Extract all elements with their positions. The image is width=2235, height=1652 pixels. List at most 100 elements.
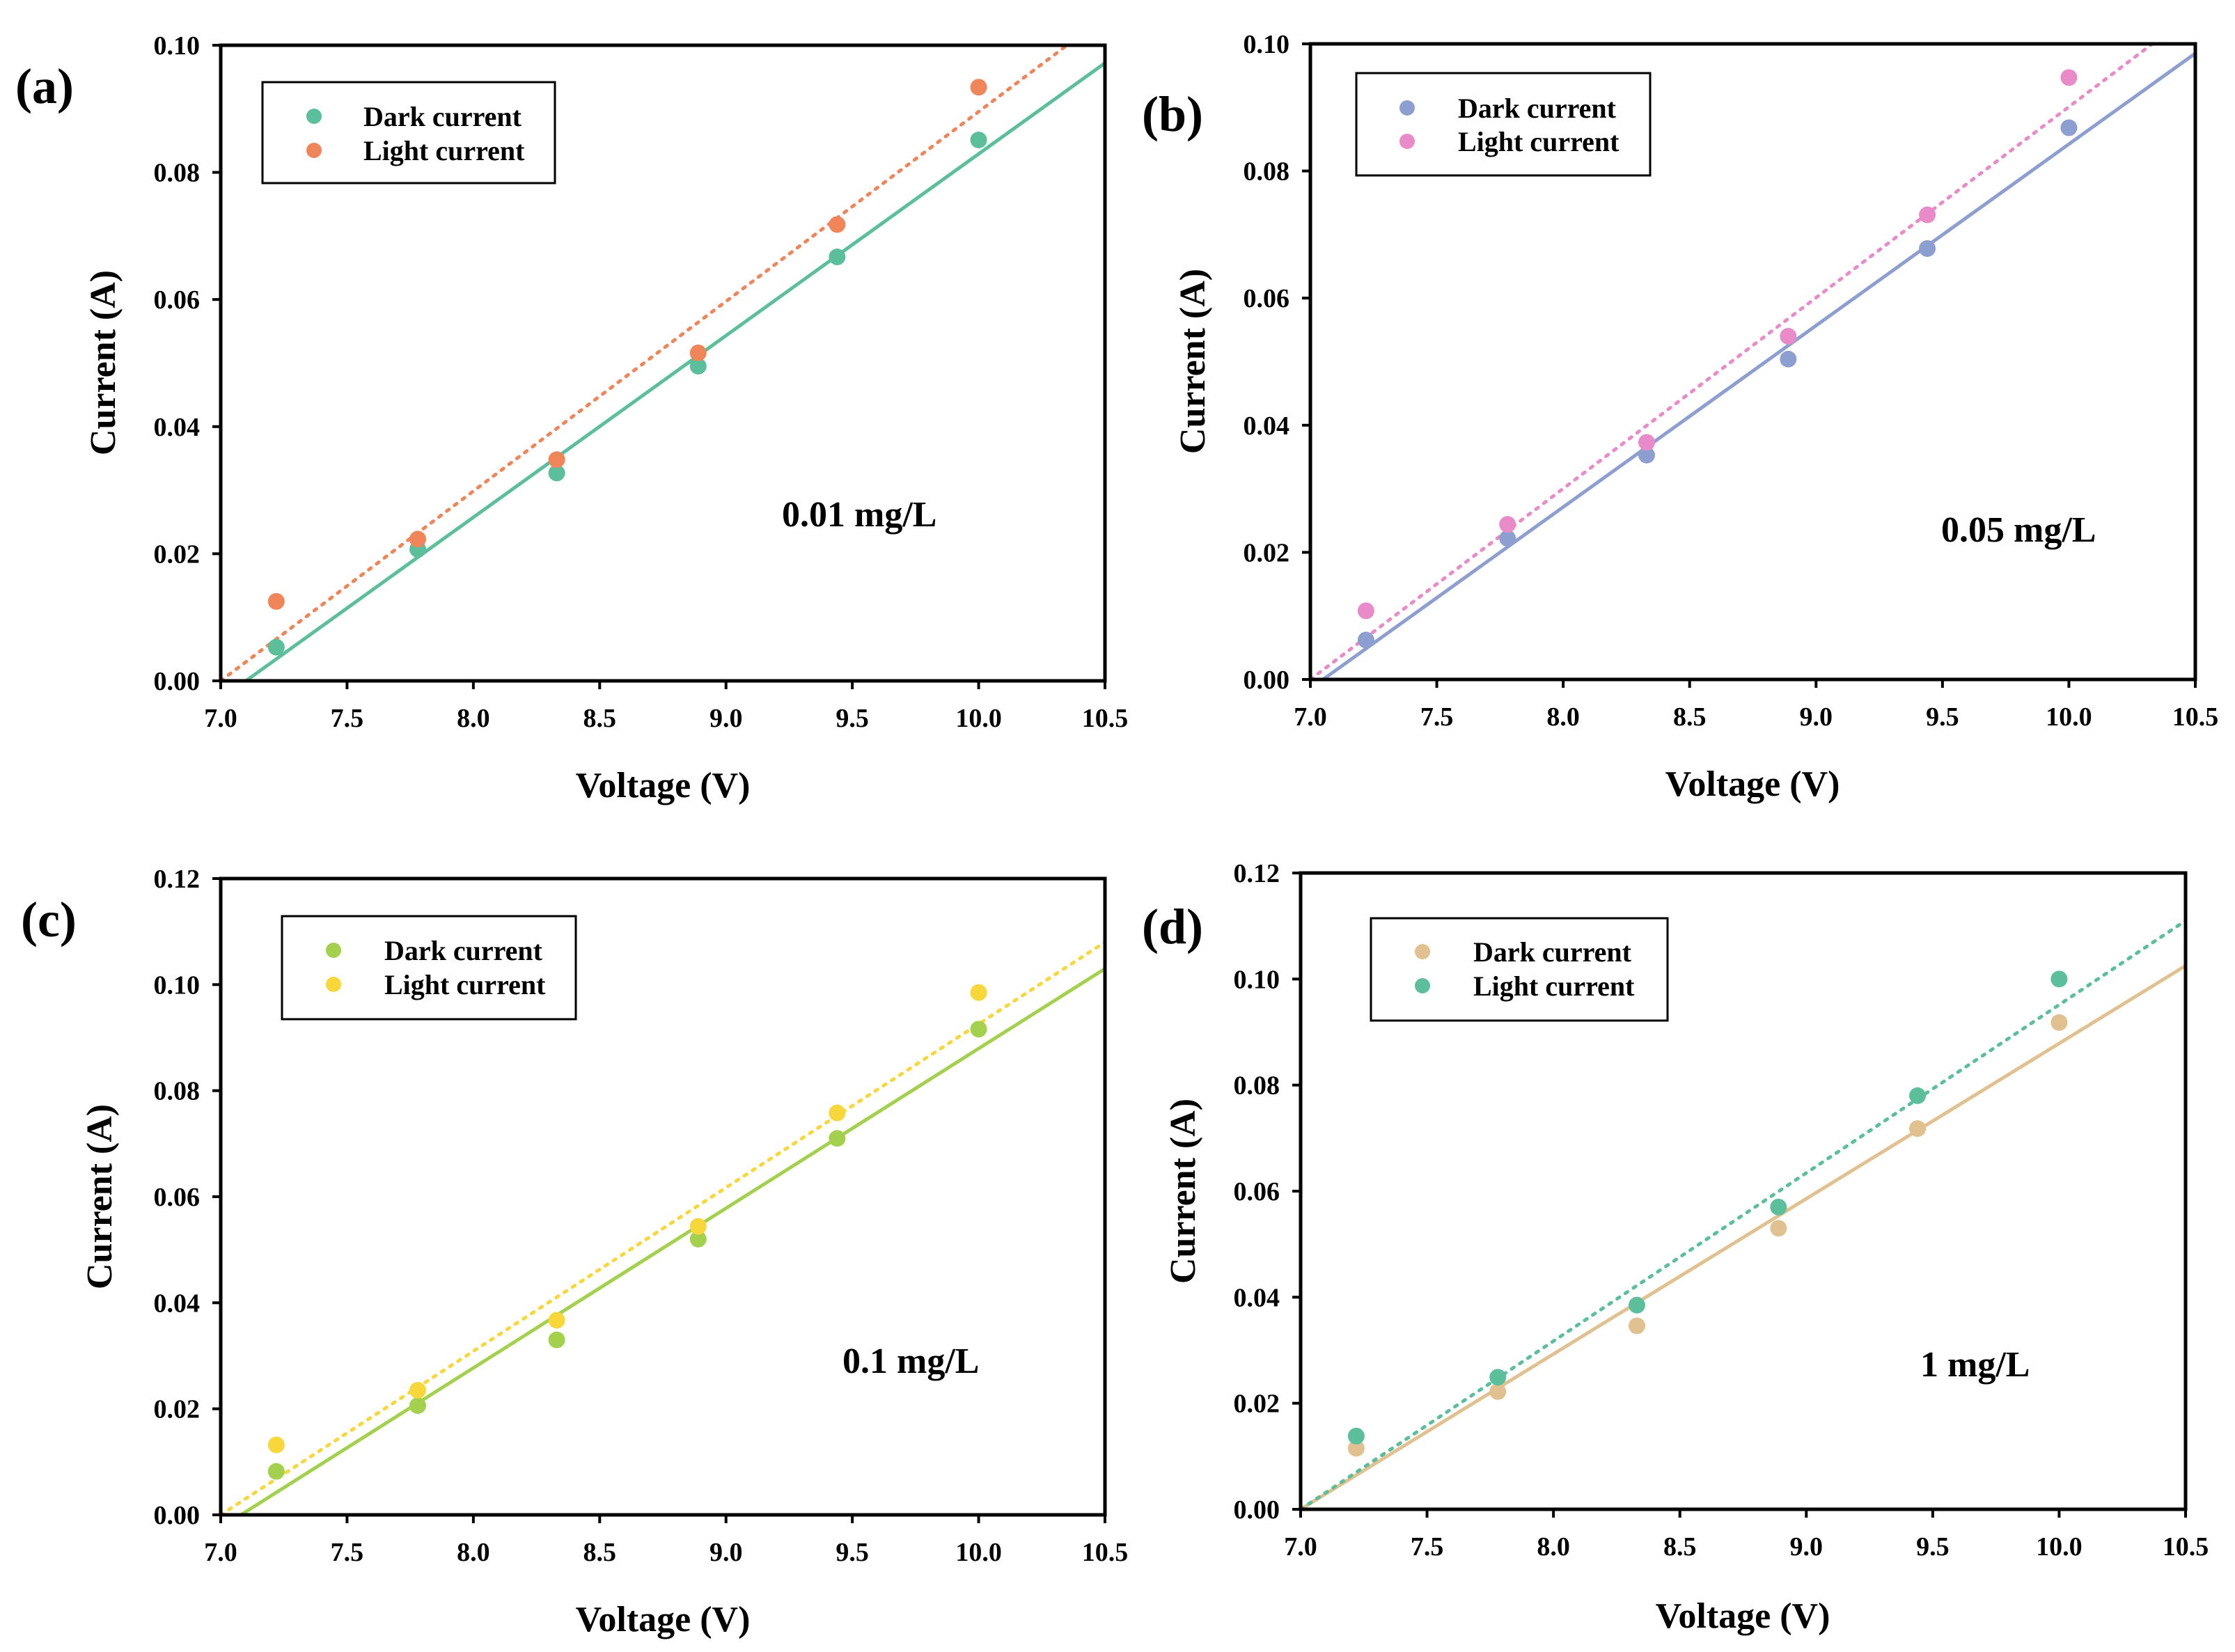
- ticks: 7.0 7.5 8.0 8.5 9.0 9.5 10.0 10.5 0.00 0.02 0.04 0.…: [154, 865, 1129, 1567]
- plot-frame: [219, 43, 1107, 683]
- y-tick-label: 0.04: [1234, 1283, 1280, 1312]
- data-point-dark: [970, 132, 987, 149]
- x-tick-label: 9.5: [836, 704, 869, 733]
- panel-label: (c): [21, 892, 77, 947]
- data-point-light: [1489, 1369, 1507, 1386]
- data-point-light: [1909, 1087, 1927, 1104]
- x-axis-title: Voltage (V): [576, 1600, 751, 1639]
- y-axis-title: Current (A): [1163, 1099, 1203, 1284]
- legend-marker-dark: [326, 943, 341, 958]
- x-tick-label: 10.5: [2172, 702, 2219, 732]
- x-tick-label: 10.5: [2163, 1532, 2209, 1561]
- x-tick-label: 8.5: [1673, 702, 1707, 732]
- y-tick-label: 0.08: [154, 1077, 201, 1106]
- data-point-light: [829, 1104, 846, 1122]
- data-point-dark: [267, 1463, 285, 1480]
- y-tick-label: 0.08: [1234, 1071, 1280, 1101]
- data-points: [1347, 970, 2068, 1457]
- legend-marker-light: [306, 143, 322, 158]
- ticks: 7.0 7.5 8.0 8.5 9.0 9.5 10.0 10.5 0.00 0.02 0.04 0.…: [1244, 30, 2219, 732]
- x-axis-title: Voltage (V): [576, 766, 751, 805]
- panel-label: (d): [1142, 899, 1203, 954]
- x-axis-title: Voltage (V): [1656, 1596, 1830, 1636]
- legend-label-light: Light current: [1458, 126, 1620, 157]
- x-axis-title: Voltage (V): [1665, 764, 1840, 804]
- data-point-dark: [1357, 631, 1374, 649]
- data-point-dark: [829, 1130, 846, 1147]
- data-point-dark: [1909, 1120, 1927, 1138]
- x-tick-label: 10.0: [955, 704, 1002, 733]
- fit-line-dark: [244, 61, 1106, 683]
- data-point-light: [1357, 602, 1374, 620]
- x-tick-label: 9.0: [709, 704, 743, 733]
- concentration-label: 0.01 mg/L: [782, 495, 936, 535]
- y-tick-label: 0.06: [154, 1183, 201, 1212]
- data-point-light: [267, 592, 285, 610]
- data-point-light: [409, 530, 427, 548]
- y-tick-label: 0.12: [154, 865, 201, 894]
- legend-label-light: Light current: [384, 969, 546, 1000]
- y-tick-label: 0.00: [1244, 666, 1290, 695]
- concentration-label: 1 mg/L: [1920, 1345, 2030, 1385]
- fit-line-dark: [240, 967, 1106, 1517]
- y-axis-title: Current (A): [84, 270, 123, 455]
- x-tick-label: 7.5: [1411, 1532, 1444, 1561]
- data-point-dark: [2060, 119, 2078, 136]
- data-point-dark: [548, 464, 565, 482]
- y-tick-label: 0.04: [154, 1289, 201, 1318]
- legend-label-dark: Dark current: [384, 935, 543, 966]
- panel-label: (b): [1142, 86, 1203, 142]
- data-point-light: [689, 344, 707, 361]
- legend-label-dark: Dark current: [1458, 93, 1617, 124]
- panel-label: (a): [15, 58, 74, 114]
- fit-lines: [219, 43, 1106, 683]
- legend-label-light: Light current: [1473, 970, 1635, 1002]
- legend-box: [281, 915, 577, 1021]
- data-point-light: [1628, 1296, 1645, 1314]
- data-point-light: [1770, 1198, 1787, 1216]
- data-point-dark: [970, 1021, 987, 1038]
- data-point-light: [970, 984, 987, 1001]
- legend: Dark current Light current: [1370, 917, 1669, 1022]
- y-tick-label: 0.00: [154, 667, 201, 696]
- y-axis-title: Current (A): [80, 1104, 120, 1289]
- legend-marker-dark: [1399, 100, 1415, 116]
- legend: Dark current Light current: [1355, 72, 1652, 177]
- y-tick-label: 0.06: [1234, 1177, 1280, 1206]
- plot-frame: [1299, 871, 2188, 1511]
- data-point-light: [548, 1312, 565, 1329]
- y-tick-label: 0.02: [1234, 1390, 1280, 1419]
- panel-d: (d) 7.0 7.5 8.0 8.5 9.0 9.5 10.0 10.5 0.00 0.02 0.…: [1142, 859, 2209, 1636]
- legend-box: [1355, 72, 1652, 177]
- ticks: 7.0 7.5 8.0 8.5 9.0 9.5 10.0 10.5 0.00 0.02 0.04 0.…: [1234, 859, 2209, 1561]
- legend: Dark current Light current: [281, 915, 577, 1021]
- x-tick-label: 10.5: [1082, 1538, 1129, 1567]
- y-tick-label: 0.06: [154, 285, 201, 315]
- legend: Dark current Light current: [261, 81, 556, 184]
- legend-label-dark: Dark current: [363, 101, 522, 132]
- y-tick-label: 0.06: [1244, 284, 1290, 313]
- data-point-dark: [1628, 1317, 1645, 1335]
- legend-label-dark: Dark current: [1473, 936, 1632, 968]
- x-tick-label: 7.5: [331, 704, 364, 733]
- data-point-dark: [829, 249, 846, 266]
- data-point-dark: [1499, 530, 1516, 547]
- x-tick-label: 9.5: [1916, 1532, 1950, 1561]
- y-tick-label: 0.10: [1234, 965, 1280, 994]
- fit-line-light: [1299, 919, 2188, 1511]
- x-tick-label: 7.0: [1284, 1532, 1317, 1561]
- data-point-dark: [409, 1397, 427, 1415]
- x-tick-label: 10.0: [955, 1538, 1002, 1567]
- x-tick-label: 9.5: [1926, 702, 1959, 732]
- data-point-light: [267, 1436, 285, 1454]
- y-tick-label: 0.02: [154, 1395, 201, 1424]
- y-tick-label: 0.10: [154, 970, 201, 1000]
- data-points: [267, 79, 987, 656]
- data-point-light: [1638, 434, 1655, 451]
- x-tick-label: 9.0: [1800, 702, 1833, 732]
- concentration-label: 0.05 mg/L: [1941, 510, 2096, 550]
- data-points: [267, 984, 987, 1480]
- y-tick-label: 0.02: [1244, 538, 1290, 567]
- panel-b: (b) 7.0 7.5 8.0 8.5 9.0 9.5 10.0 10.5 0.00 0.02 0.…: [1142, 30, 2218, 804]
